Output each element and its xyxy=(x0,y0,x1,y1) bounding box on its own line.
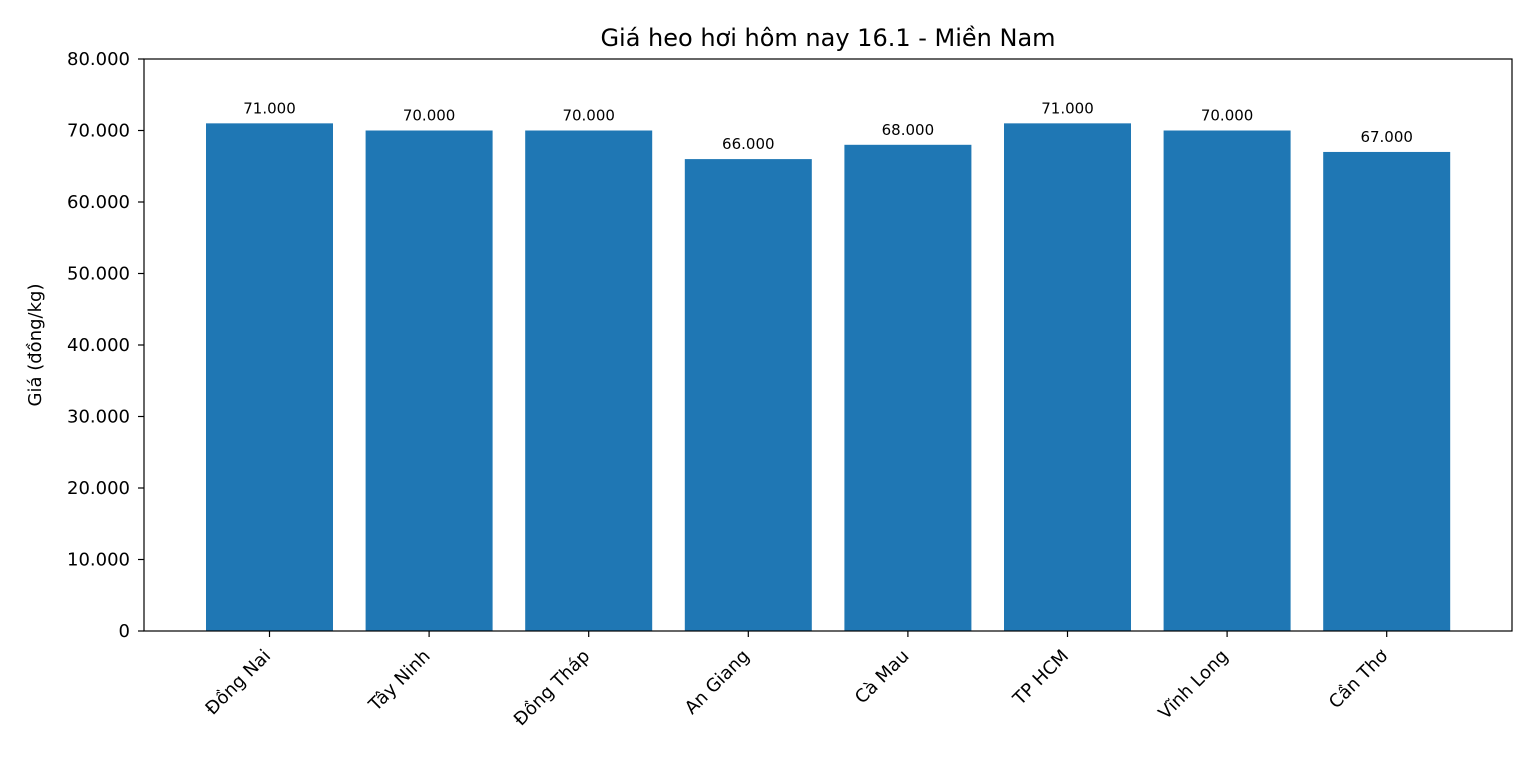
x-tick-label: Cần Thơ xyxy=(1325,646,1392,713)
x-axis: Đồng Nai Tây Ninh Đồng Tháp An Giang Cà Mau T… xyxy=(201,631,1392,730)
x-tick-label: Đồng Nai xyxy=(201,646,275,720)
plot-frame xyxy=(143,58,1513,632)
bar xyxy=(525,130,653,631)
bar-value-label: 67.000 xyxy=(1360,128,1413,146)
y-tick-label: 30.000 xyxy=(67,407,130,428)
bar xyxy=(1163,130,1291,631)
y-tick-label: 60.000 xyxy=(67,192,130,213)
y-tick-label: 50.000 xyxy=(67,264,130,285)
bar-value-label: 71.000 xyxy=(1041,99,1094,117)
chart-title: Giá heo hơi hôm nay 16.1 - Miền Nam xyxy=(600,24,1055,52)
x-tick-label: Cà Mau xyxy=(851,646,913,708)
y-axis-label: Giá (đồng/kg) xyxy=(25,284,46,407)
x-tick-label: Tây Ninh xyxy=(364,646,434,716)
bar xyxy=(365,130,493,631)
y-tick-label: 40.000 xyxy=(67,335,130,356)
x-tick-label: TP HCM xyxy=(1009,646,1074,711)
bar-value-label: 66.000 xyxy=(722,135,775,153)
bar-value-label: 71.000 xyxy=(243,99,296,117)
bar-value-label: 70.000 xyxy=(562,107,615,125)
bar xyxy=(1004,123,1131,631)
bar-value-label: 68.000 xyxy=(882,121,935,139)
y-tick-label: 70.000 xyxy=(67,121,130,142)
y-tick-label: 20.000 xyxy=(67,478,130,499)
bar-labels-group: 71.000 70.000 70.000 66.000 68.000 71.000 70.0… xyxy=(243,99,1413,153)
x-tick-label: An Giang xyxy=(681,646,754,719)
bar xyxy=(844,144,972,632)
y-tick-label: 0 xyxy=(119,621,130,642)
y-tick-label: 80.000 xyxy=(67,49,130,70)
bars-group xyxy=(206,123,1451,632)
bar xyxy=(206,123,333,631)
x-tick-label: Vĩnh Long xyxy=(1155,646,1233,724)
bar xyxy=(684,159,812,631)
y-tick-label: 10.000 xyxy=(67,550,130,571)
bar xyxy=(1323,151,1451,631)
x-tick-label: Đồng Tháp xyxy=(510,646,594,730)
bar-value-label: 70.000 xyxy=(403,107,456,125)
y-axis: 0 10.000 20.000 30.000 40.000 50.000 60.000 70.… xyxy=(67,49,144,642)
bar-value-label: 70.000 xyxy=(1201,107,1254,125)
